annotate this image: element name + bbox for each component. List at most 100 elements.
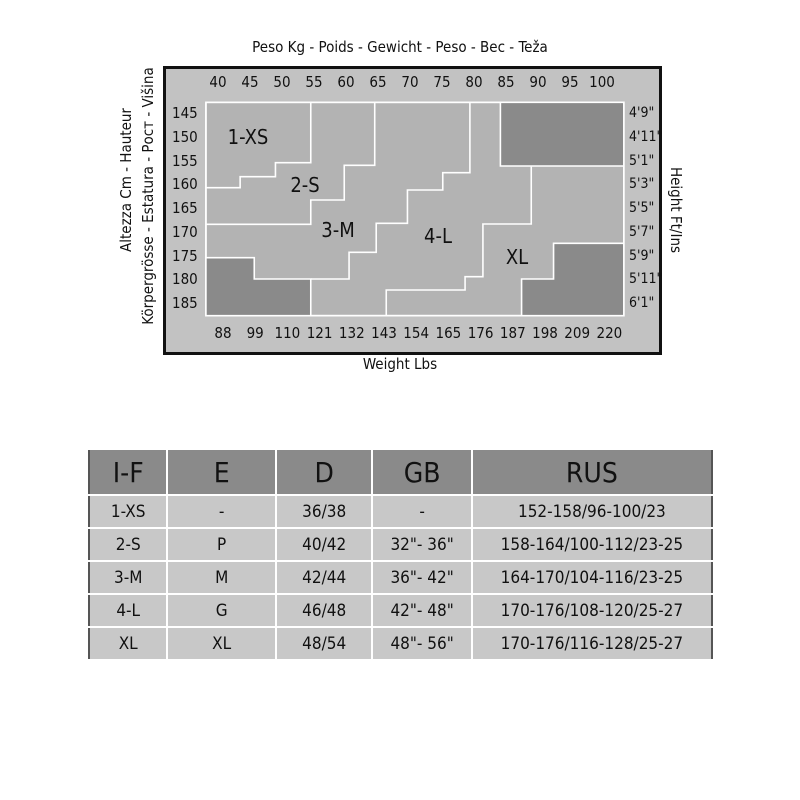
lbs-tick: 154 (403, 324, 430, 342)
zone-label: XL (505, 245, 529, 269)
table-header-row: I-F E D GB RUS (89, 448, 712, 496)
table-cell: 32"- 36" (371, 527, 473, 562)
zone-label: 3-M (321, 218, 355, 242)
lbs-tick: 198 (532, 324, 558, 342)
table-cell: 40/42 (274, 527, 374, 562)
table-cell: - (166, 494, 277, 529)
ft-tick: 5'7" (629, 223, 655, 240)
lbs-tick: 88 (214, 324, 232, 342)
ft-tick: 5'11" (629, 271, 663, 288)
lbs-tick: 132 (338, 324, 365, 342)
cm-tick: 185 (172, 294, 198, 312)
lbs-tick: 176 (467, 324, 494, 342)
table-cell: 170-176/108-120/25-27 (470, 593, 712, 628)
cm-tick: 175 (172, 246, 198, 265)
table-cell: 42/44 (274, 560, 374, 595)
table-cell: 164-170/104-116/23-25 (470, 560, 712, 595)
table-cell: M (166, 560, 277, 595)
kg-tick: 50 (273, 73, 291, 91)
ft-tick: 5'3" (629, 176, 655, 193)
kg-tick: 70 (401, 73, 419, 91)
cm-tick: 155 (172, 151, 198, 170)
lbs-tick: 187 (499, 324, 526, 342)
zone-boundary (205, 101, 625, 317)
ft-tick: 4'9" (629, 105, 655, 121)
table-cell: 158-164/100-112/23-25 (470, 527, 712, 562)
table-cell: XL (166, 626, 277, 661)
kg-tick: 60 (337, 73, 355, 91)
lbs-tick: 209 (564, 324, 591, 342)
table-header-d: D (274, 448, 374, 496)
out-of-range-top-right (500, 102, 624, 166)
cm-tick: 180 (172, 270, 198, 289)
height-cm-axis-title: Altezza Cm - Hauteur (117, 108, 135, 252)
table-cell: G (166, 593, 277, 628)
height-ft-axis-title: Height Ft/Ins (667, 166, 685, 254)
table-cell: 42"- 48" (371, 593, 473, 628)
table-row: XL XL 48/54 48"- 56" 170-176/116-128/25-27 (89, 626, 712, 661)
ft-tick: 5'9" (629, 247, 655, 264)
table-cell: 4-L (89, 593, 169, 628)
zone-label: 2-S (290, 173, 320, 197)
lbs-tick: 165 (435, 324, 462, 342)
zone-boundary (205, 102, 312, 189)
table-cell: - (371, 494, 473, 529)
kg-tick: 80 (465, 73, 483, 91)
lbs-tick: 110 (274, 324, 301, 342)
table-cell: 48/54 (274, 626, 374, 661)
height-cm-axis-title-2: Körpergrösse - Estatura - Рост - Višina (139, 67, 157, 325)
lbs-tick: 143 (371, 324, 397, 342)
ft-tick: 6'1" (629, 295, 655, 311)
zone-boundary (520, 242, 624, 316)
table-cell: 170-176/116-128/25-27 (470, 626, 712, 661)
table-cell: P (166, 527, 277, 562)
kg-tick: 95 (561, 73, 579, 91)
table-row: 1-XS -36/38-152-158/96-100/23 (89, 494, 712, 529)
zone-boundary (205, 256, 312, 316)
zone-boundary (499, 102, 624, 167)
table-cell: 36"- 42" (371, 560, 473, 595)
table-header-i-f: I-F (89, 448, 169, 496)
kg-tick: 100 (589, 73, 615, 91)
lbs-tick: 99 (246, 324, 264, 342)
table-cell: 36/38 (274, 494, 374, 529)
table-header-e: E (166, 448, 277, 496)
table-cell: 1-XS (89, 494, 169, 529)
out-of-range-bottom-right (521, 243, 624, 316)
ft-tick: 5'5" (629, 200, 655, 216)
kg-tick: 40 (209, 73, 227, 91)
table-cell: 2-S (89, 527, 169, 562)
table-row: 2-S P 40/42 32"- 36" 158-164/100-112/23-25 (89, 527, 712, 562)
ft-tick: 4'11" (629, 128, 663, 145)
kg-tick: 65 (369, 73, 387, 91)
zone-boundary (310, 102, 471, 280)
kg-tick: 75 (433, 73, 451, 91)
lbs-tick: 121 (306, 324, 333, 342)
table-cell: 152-158/96-100/23 (470, 494, 712, 529)
lbs-tick: 220 (596, 324, 623, 342)
cm-tick: 160 (172, 175, 198, 194)
table-cell: XL (89, 626, 169, 661)
zone-label: 4-L (424, 224, 452, 248)
cm-tick: 165 (172, 199, 198, 217)
size-conversion-table: I-F E D GB RUS 1-XS -36/38-152-158/96-100/23 2… (88, 448, 713, 661)
table-cell: 46/48 (274, 593, 374, 628)
ft-tick: 5'1" (629, 152, 655, 169)
table-cell: 3-M (89, 560, 169, 595)
table-row: 3-M M 42/44 36"- 42" 164-170/104-116/23-25 (89, 560, 712, 595)
cm-tick: 170 (172, 222, 198, 241)
kg-tick: 90 (529, 73, 547, 91)
table-row: 4-L G 46/48 42"- 48" 170-176/108-120/25-27 (89, 593, 712, 628)
table-header-rus: RUS (470, 448, 712, 496)
zone-boundary (205, 102, 376, 226)
cm-tick: 145 (172, 104, 198, 122)
zone-boundary (385, 166, 533, 316)
table-cell: 48"- 56" (371, 626, 473, 661)
out-of-range-bottom-left (205, 257, 311, 316)
cm-tick: 150 (172, 127, 198, 146)
kg-tick: 45 (241, 73, 259, 91)
weight-lbs-axis-title: Weight Lbs (362, 355, 438, 373)
weight-kg-axis-title: Peso Kg - Poids - Gewicht - Peso - Вес -… (252, 38, 548, 56)
kg-tick: 85 (497, 73, 515, 91)
